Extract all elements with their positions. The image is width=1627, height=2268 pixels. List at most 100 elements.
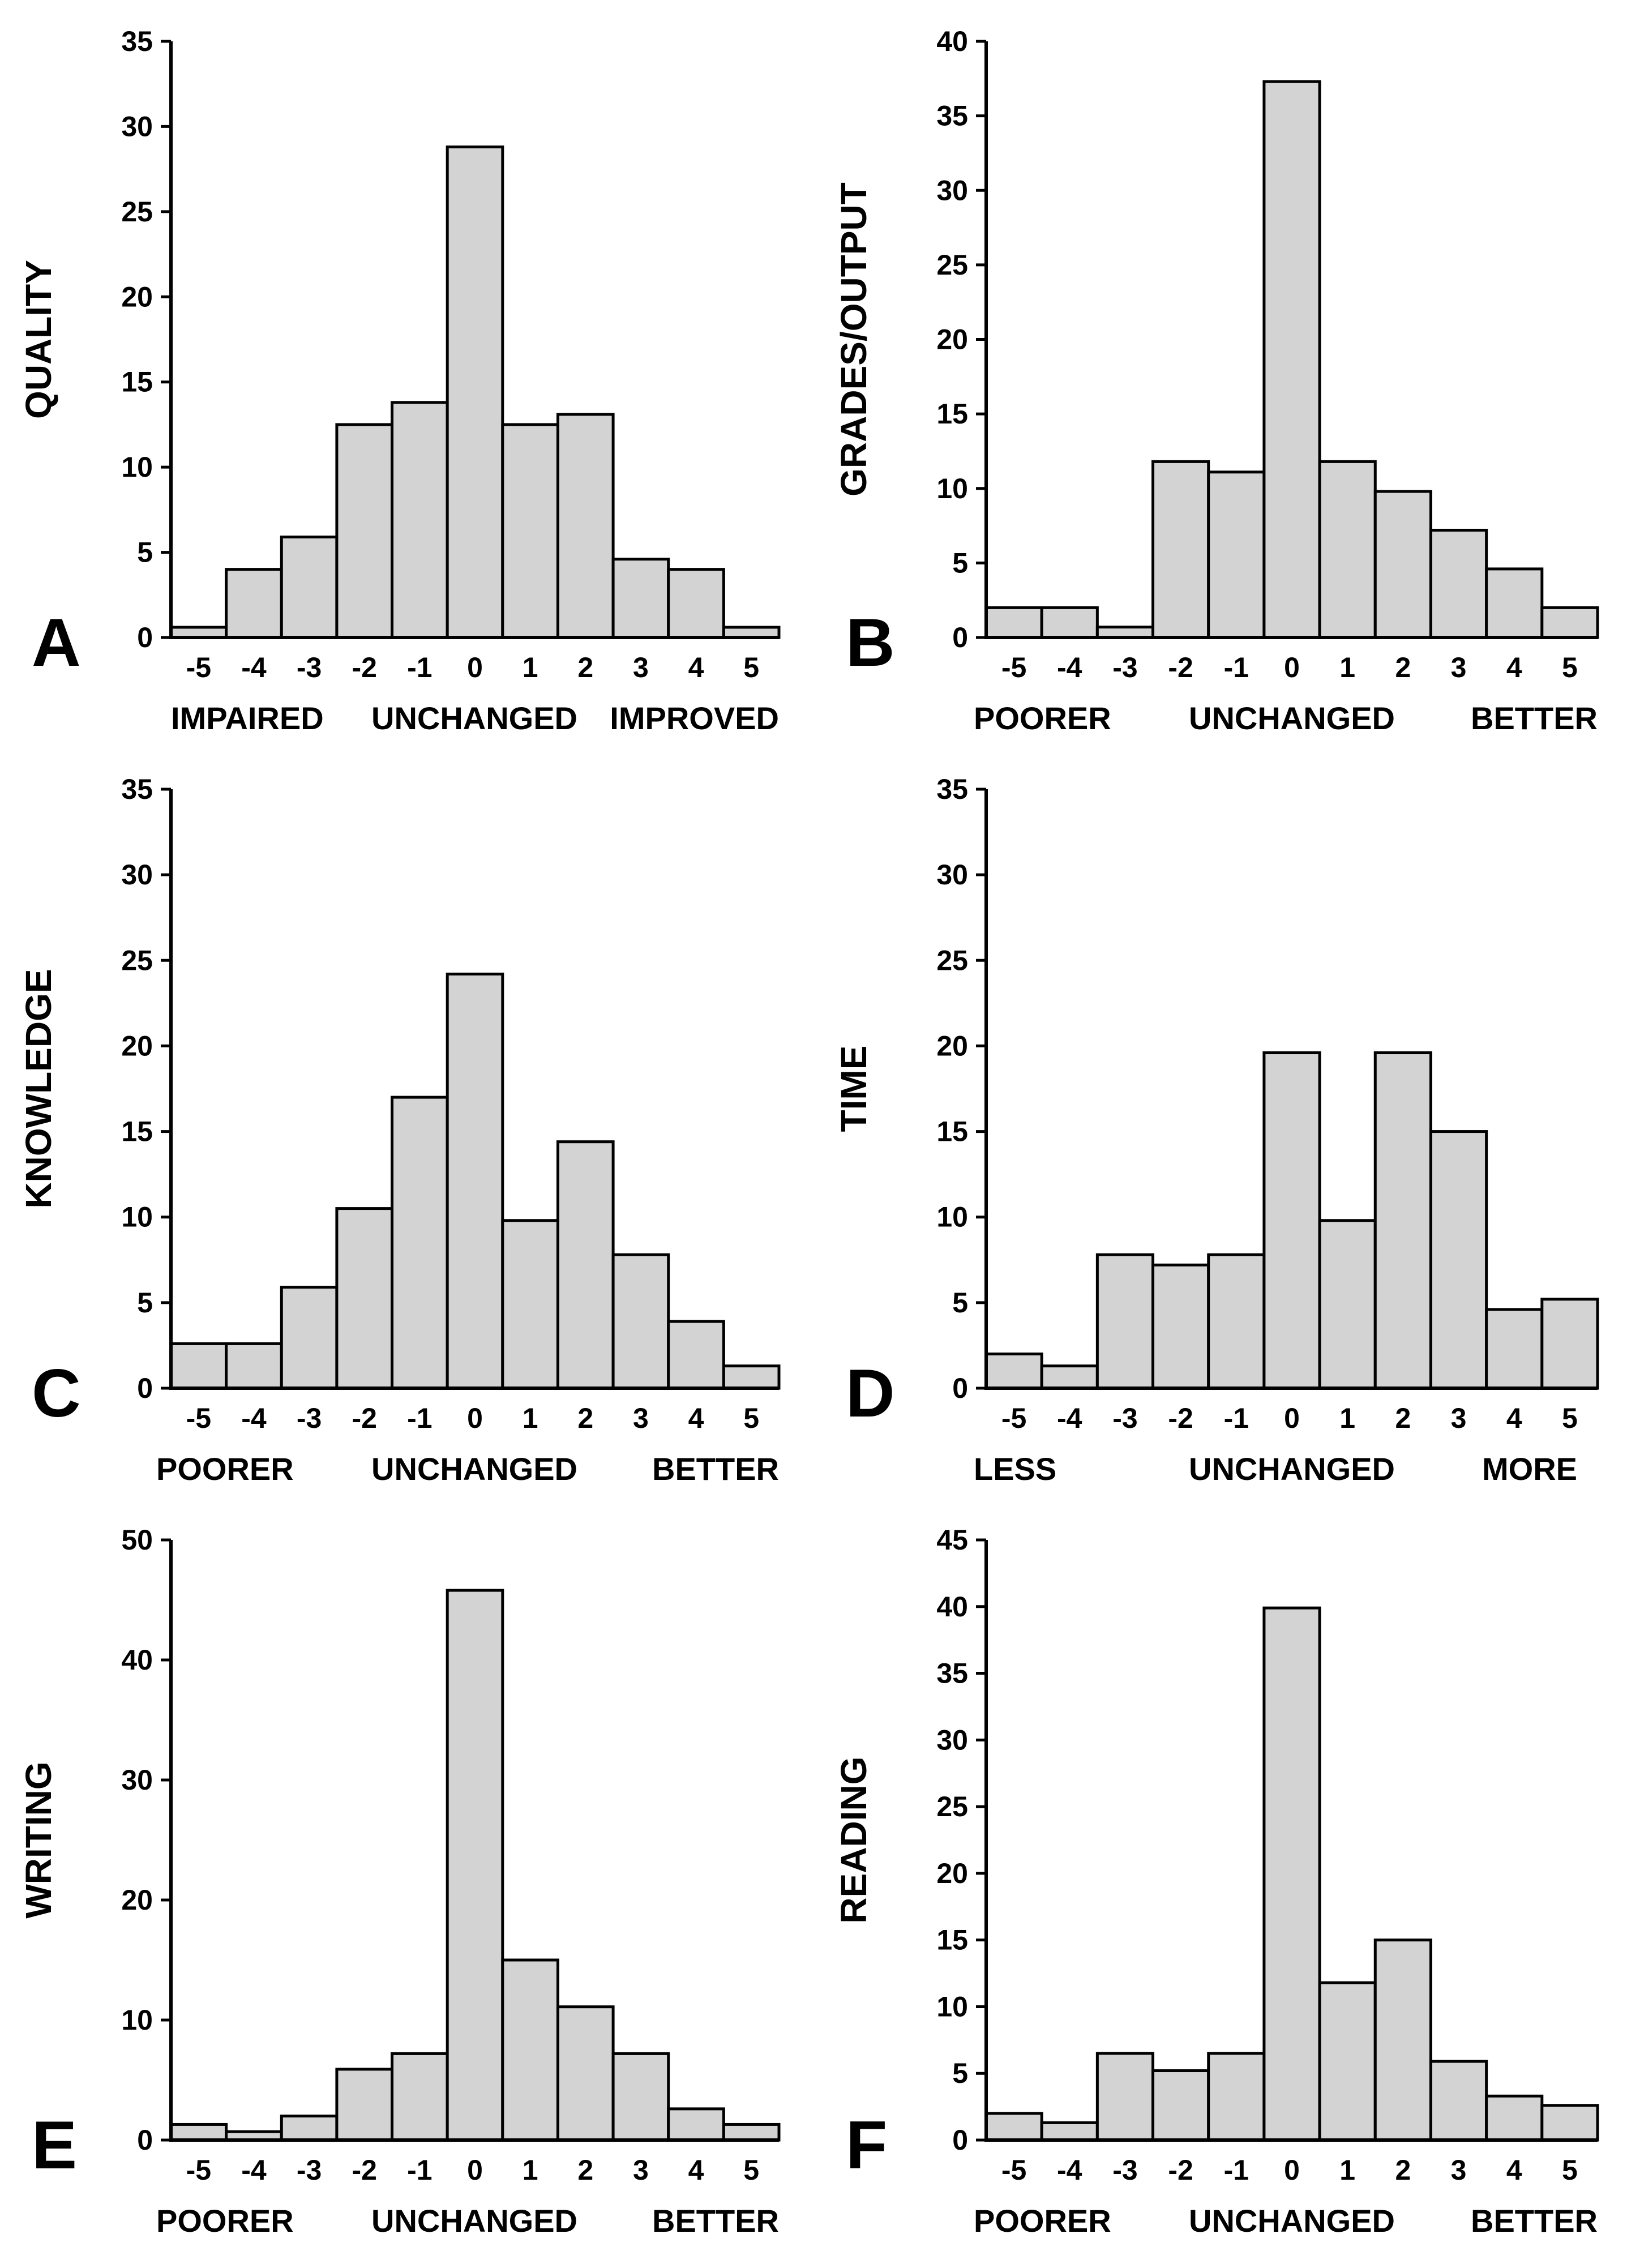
x-tick-label: 3: [1451, 2154, 1467, 2186]
scale-label-high: MORE: [1482, 1451, 1577, 1487]
scale-label-low: POORER: [156, 2203, 294, 2239]
x-tick-label: -5: [1001, 2154, 1026, 2186]
x-tick-label: -1: [407, 1402, 432, 1434]
x-tick-label: 1: [523, 1402, 538, 1434]
panel-letter: F: [846, 2107, 887, 2183]
x-tick-label: -2: [1168, 652, 1193, 683]
y-tick-label: 0: [137, 2124, 153, 2156]
y-tick-label: 20: [121, 1030, 153, 1062]
x-tick-label: 2: [1395, 652, 1411, 683]
x-tick-label: 2: [577, 652, 593, 683]
bar-C--3: [280, 1286, 339, 1390]
bar-F-5: [1540, 2104, 1599, 2142]
bar-A-4: [667, 568, 725, 639]
y-tick-label: 30: [936, 859, 968, 891]
x-tick-label: -3: [297, 2154, 322, 2186]
bar-C--4: [225, 1342, 283, 1390]
y-tick-label: 50: [121, 1524, 153, 1556]
bar-A-0: [446, 146, 504, 639]
y-tick-label: 35: [121, 25, 153, 57]
bar-B-3: [1429, 528, 1488, 639]
scale-label-low: POORER: [974, 2203, 1111, 2239]
bar-D--3: [1095, 1253, 1155, 1390]
y-tick-label: 5: [952, 1287, 968, 1319]
y-tick-label: 10: [936, 1201, 968, 1233]
y-tick-label: 30: [936, 174, 968, 206]
scale-label-low: POORER: [156, 1451, 294, 1487]
x-tick-label: 0: [1284, 1402, 1300, 1434]
scale-label-mid: UNCHANGED: [371, 2203, 577, 2239]
y-tick-label: 35: [936, 1658, 968, 1689]
panel-letter: E: [32, 2107, 77, 2183]
bar-B--2: [1151, 460, 1210, 639]
bar-C-2: [556, 1140, 615, 1390]
scale-label-high: BETTER: [1471, 700, 1598, 736]
y-tick-label: 20: [121, 281, 153, 313]
scale-label-low: LESS: [974, 1451, 1056, 1487]
bar-C--2: [335, 1207, 394, 1390]
y-tick-label: 20: [936, 1030, 968, 1062]
bar-C-0: [446, 972, 504, 1390]
x-tick-label: 4: [688, 652, 704, 683]
y-tick-label: 15: [121, 1116, 153, 1148]
x-tick-label: 2: [577, 1402, 593, 1434]
x-tick-label: 3: [633, 2154, 649, 2186]
x-tick-label: 5: [1562, 1402, 1578, 1434]
panel-C: 0 5 10 15 20 25 30 35 -5 -4 -3 -2 -1 0 1 2 3 4 5 KNOWLEDGE C…: [18, 773, 781, 1487]
bar-A--4: [225, 568, 283, 639]
x-tick-label: 1: [1339, 2154, 1355, 2186]
x-tick-label: -2: [352, 2154, 376, 2186]
x-tick-label: 5: [743, 1402, 759, 1434]
x-tick-label: 5: [743, 2154, 759, 2186]
bar-E--2: [335, 2068, 394, 2142]
x-tick-label: 0: [467, 2154, 483, 2186]
x-tick-label: -5: [1001, 652, 1026, 683]
y-axis-title: KNOWLEDGE: [18, 969, 59, 1208]
x-tick-label: 3: [1451, 652, 1467, 683]
bar-D-3: [1429, 1130, 1488, 1390]
y-tick-label: 25: [121, 196, 153, 228]
y-tick-label: 45: [936, 1524, 968, 1556]
y-tick-label: 0: [137, 1372, 153, 1404]
bar-C-1: [501, 1219, 559, 1390]
bar-C--1: [391, 1096, 449, 1390]
panel-letter: C: [32, 1355, 81, 1431]
bar-A-1: [501, 423, 559, 639]
bar-C-4: [667, 1320, 725, 1390]
x-tick-label: 3: [1451, 1402, 1467, 1434]
bar-F-0: [1262, 1606, 1321, 2142]
scale-label-mid: UNCHANGED: [1189, 700, 1395, 736]
x-tick-label: -5: [1001, 1402, 1026, 1434]
bar-B--1: [1207, 470, 1266, 639]
x-tick-label: -2: [352, 652, 376, 683]
bar-A-2: [556, 413, 615, 639]
x-tick-label: -5: [186, 2154, 211, 2186]
x-tick-label: -4: [241, 652, 267, 683]
bar-F-2: [1373, 1939, 1432, 2142]
x-tick-label: 3: [633, 652, 649, 683]
bar-B-4: [1485, 567, 1544, 639]
bar-E-5: [722, 2122, 781, 2142]
y-tick-label: 25: [936, 249, 968, 281]
x-tick-label: -4: [241, 2154, 267, 2186]
bar-D--4: [1040, 1364, 1099, 1390]
y-axis-title: TIME: [833, 1046, 874, 1132]
x-tick-label: -1: [1224, 2154, 1249, 2186]
y-tick-label: 20: [936, 324, 968, 356]
scale-label-high: BETTER: [1471, 2203, 1598, 2239]
bar-E-2: [556, 2005, 615, 2142]
y-tick-label: 20: [936, 1858, 968, 1889]
bar-E-1: [501, 1958, 559, 2142]
panel-B: 0 5 10 15 20 25 30 35 40 -5 -4 -3 -2 -1 0 1 2 3 4 5 GRADES/O…: [833, 25, 1599, 736]
y-tick-label: 40: [121, 1644, 153, 1676]
y-tick-label: 10: [121, 451, 153, 483]
y-tick-label: 25: [121, 944, 153, 976]
bar-C--5: [169, 1342, 228, 1390]
y-tick-label: 10: [936, 473, 968, 504]
x-tick-label: -3: [1112, 1402, 1137, 1434]
x-tick-label: 1: [1339, 1402, 1355, 1434]
x-tick-label: -3: [1112, 2154, 1137, 2186]
x-tick-label: -3: [1112, 652, 1137, 683]
y-tick-label: 25: [936, 944, 968, 976]
